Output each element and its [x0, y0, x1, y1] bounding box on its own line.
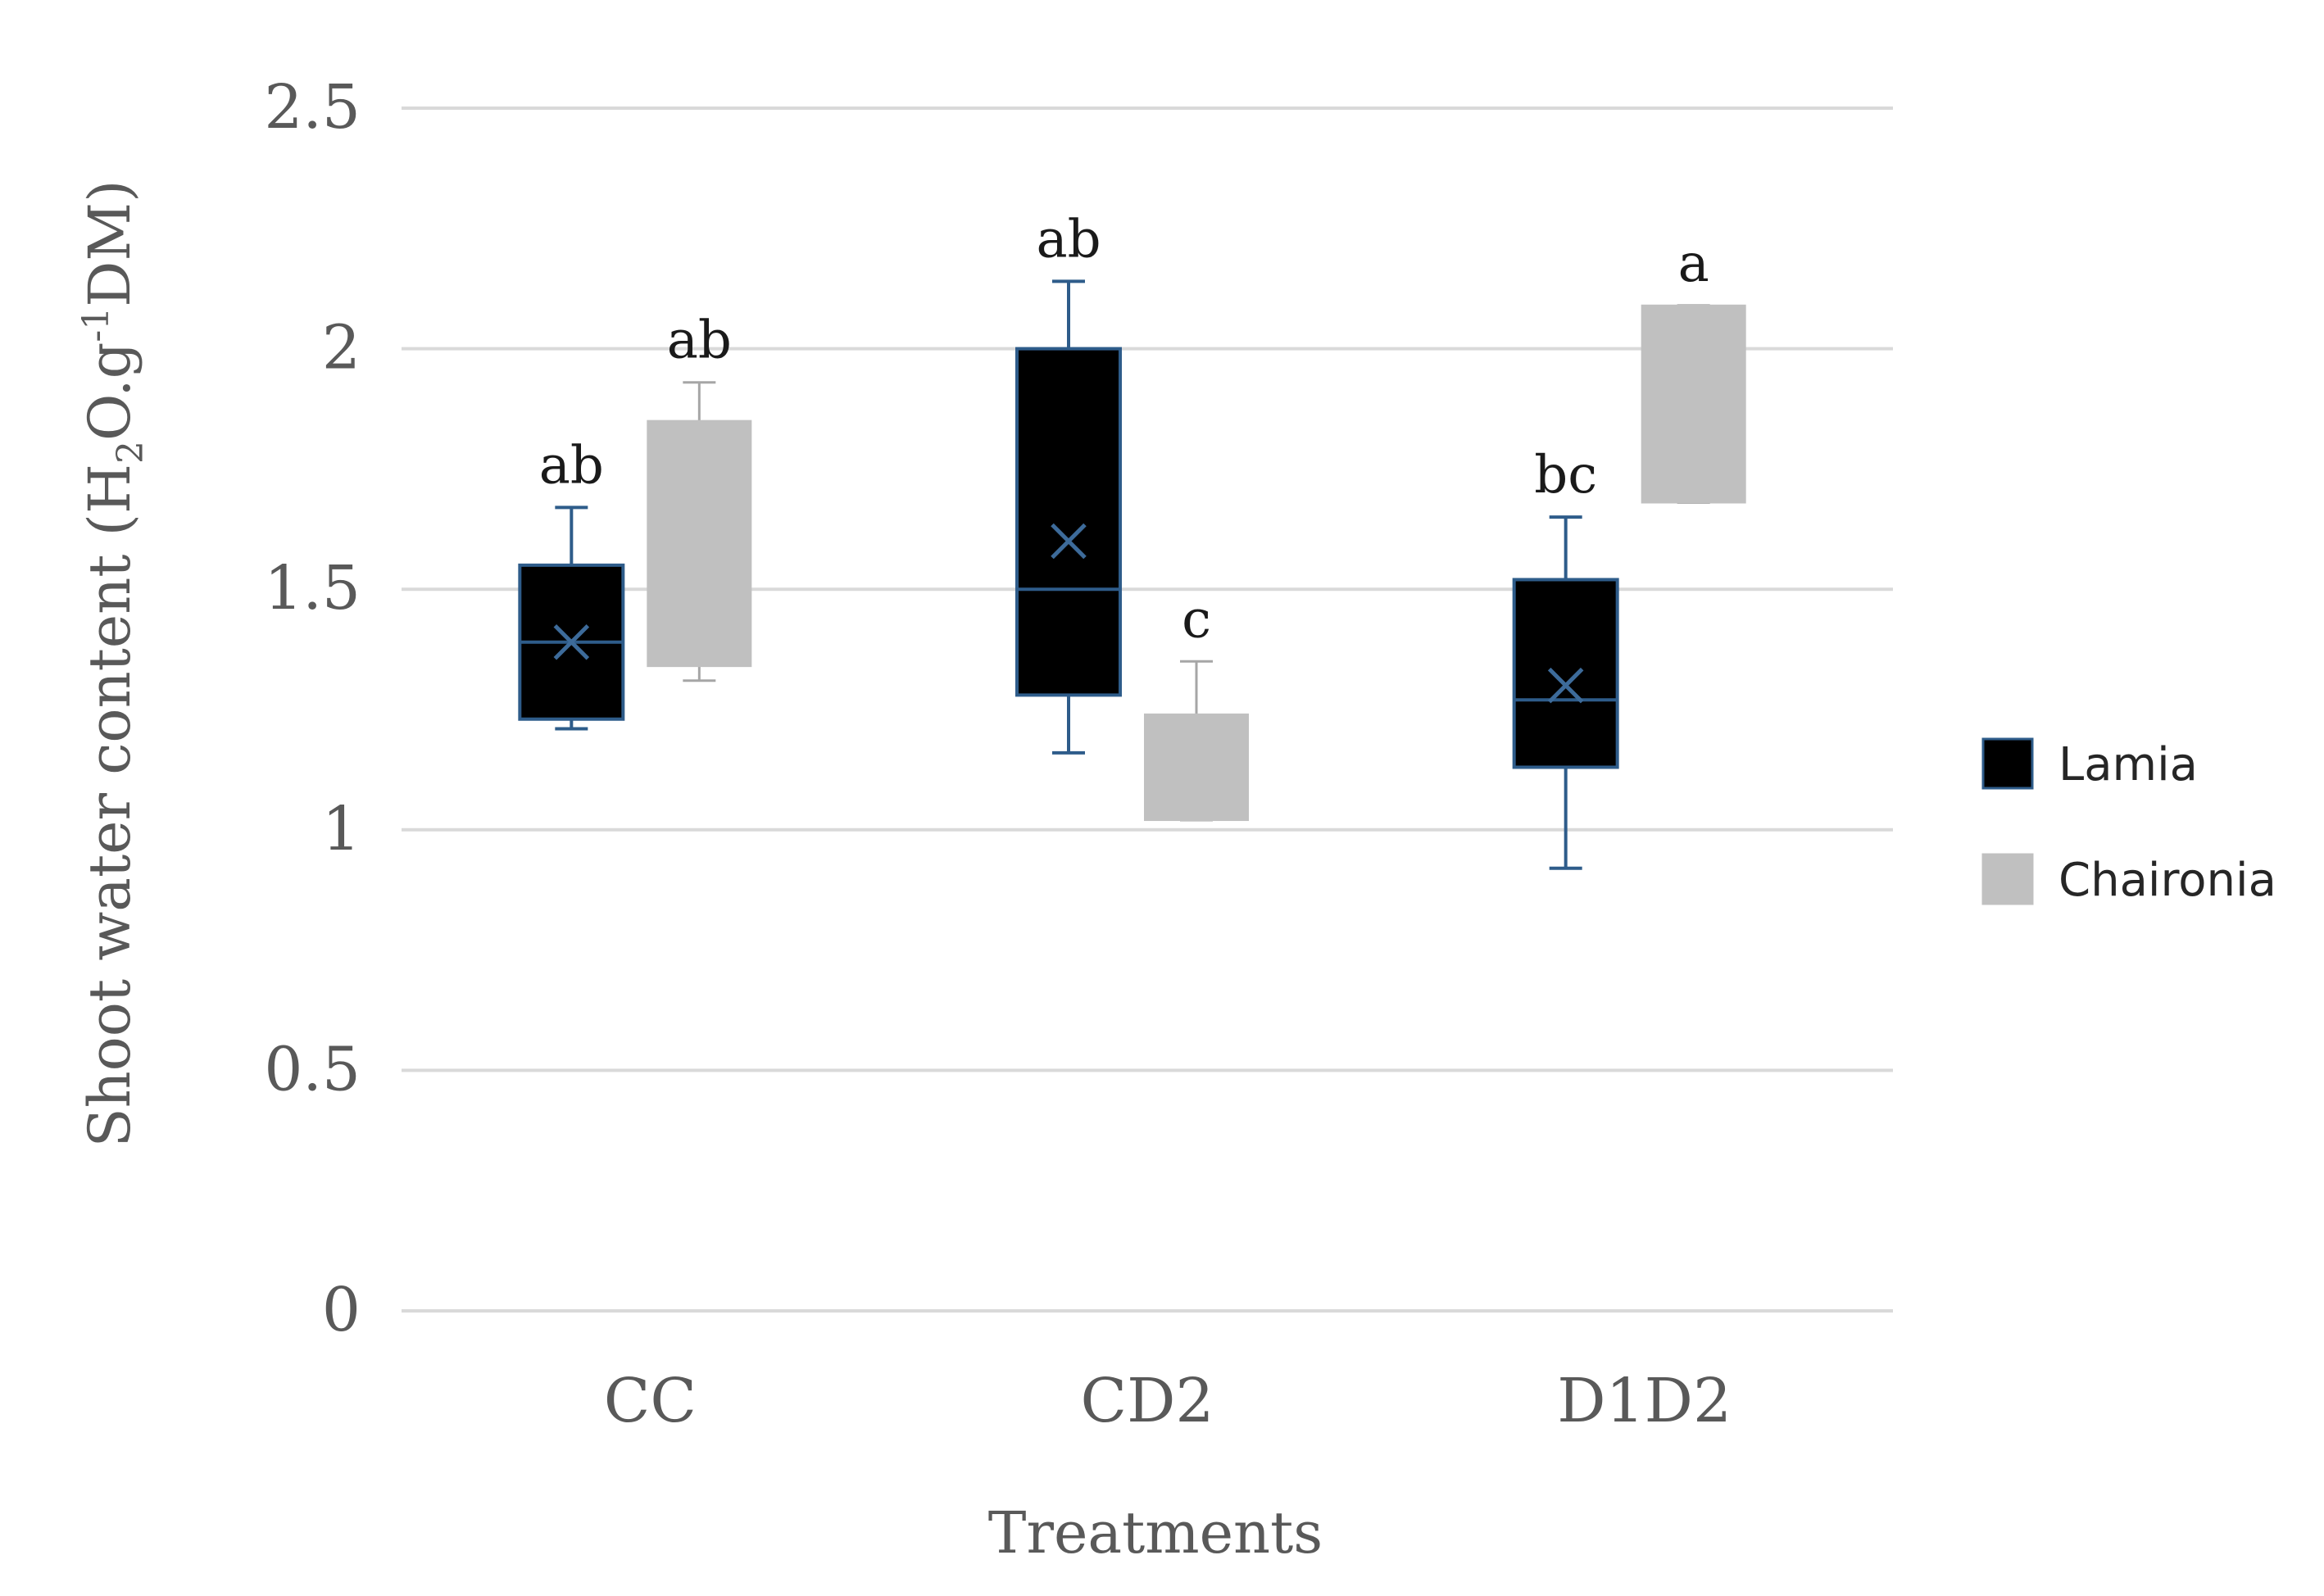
x-axis-categories: CC CD2 D1D2 — [604, 1366, 1732, 1436]
significance-label-lamia-cd2: ab — [1036, 209, 1101, 270]
significance-label-chaironia-cd2: c — [1182, 589, 1211, 650]
y-axis-title-part-3: DM) — [76, 180, 143, 307]
y-tick-label-3: 1.5 — [264, 553, 361, 623]
box-lamia-cd2: ab — [1015, 209, 1122, 755]
significance-label-chaironia-d1d2: a — [1678, 234, 1709, 294]
y-axis-title-part-2: O.g — [76, 342, 143, 441]
category-label-d1d2: D1D2 — [1557, 1366, 1732, 1436]
legend-swatch-lamia — [1981, 737, 2034, 790]
y-axis-title-sub: 2 — [110, 441, 152, 464]
y-axis-ticks: 0 0.5 1 1.5 2 2.5 — [264, 72, 361, 1345]
y-tick-label-0: 0 — [322, 1275, 361, 1345]
box-lamia-cc: ab — [518, 435, 625, 731]
significance-label-lamia-cc: ab — [539, 435, 604, 496]
x-axis-title: Treatments — [988, 1499, 1323, 1567]
box-chaironia-d1d2: a — [1641, 234, 1746, 505]
y-axis-title: Shoot water content (H2O.g-1DM) — [75, 180, 152, 1148]
box-chaironia-cd2: c — [1144, 589, 1249, 822]
y-axis-title-part-1: Shoot water content (H — [76, 464, 143, 1147]
legend-label-lamia: Lamia — [2058, 738, 2198, 791]
significance-label-chaironia-cc: ab — [667, 311, 732, 371]
box-body-chaironia-cc — [647, 419, 752, 668]
significance-label-lamia-d1d2: bc — [1534, 445, 1597, 506]
box-series: ab ab ab c bc a — [518, 209, 1746, 870]
mean-marker-lamia-cc — [553, 624, 590, 660]
box-body-lamia-cd2 — [1015, 347, 1122, 697]
legend-swatch-chaironia — [1981, 853, 2034, 905]
category-label-cc: CC — [604, 1366, 697, 1436]
y-tick-label-4: 2 — [322, 313, 361, 383]
y-tick-label-5: 2.5 — [264, 72, 361, 143]
y-tick-label-2: 1 — [322, 794, 361, 864]
mean-marker-lamia-d1d2 — [1547, 667, 1584, 704]
legend: Lamia Chaironia — [1981, 737, 2276, 907]
box-body-lamia-d1d2 — [1512, 578, 1619, 769]
box-chaironia-cc: ab — [647, 311, 752, 682]
box-body-chaironia-d1d2 — [1641, 304, 1746, 504]
category-label-cd2: CD2 — [1080, 1366, 1214, 1436]
legend-label-chaironia: Chaironia — [2058, 854, 2276, 907]
mean-marker-lamia-cd2 — [1051, 523, 1087, 560]
y-tick-label-1: 0.5 — [264, 1034, 361, 1104]
y-axis-title-sup: -1 — [75, 307, 117, 342]
box-lamia-d1d2: bc — [1512, 445, 1619, 870]
gridlines — [402, 107, 1893, 1313]
box-body-chaironia-cd2 — [1144, 713, 1249, 822]
